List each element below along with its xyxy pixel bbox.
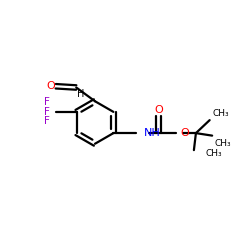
Text: O: O xyxy=(47,81,56,91)
Text: CH₃: CH₃ xyxy=(205,148,222,158)
Text: O: O xyxy=(180,128,189,138)
Text: F: F xyxy=(44,98,50,108)
Text: O: O xyxy=(154,105,163,115)
Text: CH₃: CH₃ xyxy=(215,139,231,148)
Text: F: F xyxy=(44,107,50,117)
Text: NH: NH xyxy=(144,128,160,138)
Text: H: H xyxy=(77,89,84,99)
Text: F: F xyxy=(44,116,50,126)
Text: CH₃: CH₃ xyxy=(212,108,229,118)
